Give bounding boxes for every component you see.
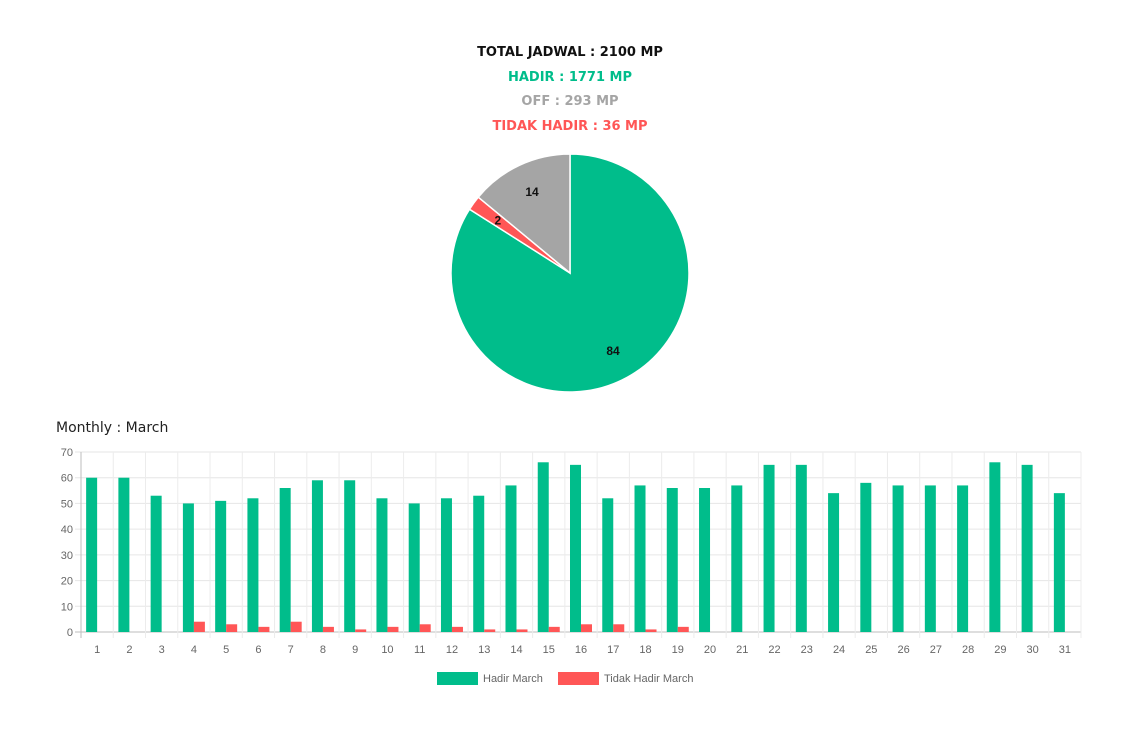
y-tick-label: 50	[61, 498, 73, 510]
bar-hadir-20[interactable]	[699, 488, 711, 632]
bar-hadir-15[interactable]	[537, 462, 549, 632]
bar-tidak-hadir-11[interactable]	[419, 624, 431, 632]
x-tick-label: 24	[833, 644, 845, 656]
bar-hadir-24[interactable]	[828, 493, 840, 632]
y-tick-label: 20	[61, 576, 73, 588]
x-tick-label: 28	[962, 644, 974, 656]
bar-hadir-4[interactable]	[182, 503, 194, 632]
x-tick-label: 26	[897, 644, 909, 656]
x-tick-label: 27	[930, 644, 942, 656]
present-total-text: HADIR : 1771 MP	[507, 70, 632, 85]
bar-tidak-hadir-15[interactable]	[548, 626, 560, 632]
y-tick-label: 10	[61, 601, 73, 613]
bar-hadir-9[interactable]	[344, 480, 356, 632]
x-tick-label: 20	[704, 644, 716, 656]
x-tick-label: 15	[543, 644, 555, 656]
x-tick-label: 8	[320, 644, 326, 656]
bar-tidak-hadir-10[interactable]	[387, 626, 399, 632]
bar-hadir-25[interactable]	[860, 482, 872, 632]
bar-hadir-13[interactable]	[473, 495, 485, 632]
bar-tidak-hadir-19[interactable]	[677, 626, 689, 632]
bar-tidak-hadir-18[interactable]	[645, 629, 657, 632]
x-tick-label: 9	[352, 644, 358, 656]
bar-tidak-hadir-8[interactable]	[322, 626, 334, 632]
bar-tidak-hadir-14[interactable]	[516, 629, 528, 632]
legend-swatch-tidak-hadir[interactable]	[558, 672, 599, 685]
bar-hadir-11[interactable]	[408, 503, 420, 632]
x-tick-label: 10	[381, 644, 393, 656]
bar-tidak-hadir-7[interactable]	[290, 621, 302, 632]
x-tick-label: 5	[223, 644, 229, 656]
total-schedule-text: TOTAL JADWAL : 2100 MP	[477, 45, 663, 60]
x-tick-label: 7	[288, 644, 294, 656]
bar-tidak-hadir-16[interactable]	[581, 624, 592, 632]
bar-hadir-6[interactable]	[247, 498, 259, 632]
x-tick-label: 29	[994, 644, 1006, 656]
bar-hadir-5[interactable]	[215, 500, 227, 632]
x-tick-label: 14	[510, 644, 522, 656]
bar-hadir-12[interactable]	[440, 498, 452, 632]
y-tick-label: 70	[61, 447, 73, 459]
bar-hadir-17[interactable]	[602, 498, 614, 632]
bar-hadir-31[interactable]	[1053, 493, 1065, 632]
x-tick-label: 18	[639, 644, 651, 656]
bar-tidak-hadir-4[interactable]	[193, 621, 205, 632]
x-tick-label: 23	[801, 644, 813, 656]
bar-hadir-19[interactable]	[666, 488, 678, 632]
bar-hadir-7[interactable]	[279, 488, 291, 632]
bar-hadir-2[interactable]	[118, 477, 130, 632]
x-tick-label: 3	[159, 644, 165, 656]
bar-hadir-27[interactable]	[924, 485, 936, 632]
bar-hadir-22[interactable]	[763, 464, 775, 632]
y-tick-label: 30	[61, 550, 73, 562]
bar-hadir-10[interactable]	[376, 498, 388, 632]
bar-hadir-8[interactable]	[311, 480, 323, 632]
x-tick-label: 25	[865, 644, 877, 656]
bar-hadir-30[interactable]	[1021, 464, 1033, 632]
legend-label-tidak-hadir[interactable]: Tidak Hadir March	[604, 673, 693, 685]
bar-hadir-26[interactable]	[892, 485, 904, 632]
bar-hadir-18[interactable]	[634, 485, 646, 632]
bar-tidak-hadir-5[interactable]	[226, 624, 238, 632]
y-tick-label: 60	[61, 473, 73, 485]
absent-total-text: TIDAK HADIR : 36 MP	[492, 119, 648, 134]
x-tick-label: 4	[191, 644, 197, 656]
bar-hadir-1[interactable]	[86, 477, 98, 632]
x-tick-label: 22	[768, 644, 780, 656]
monthly-chart-title: Monthly : March	[56, 420, 169, 436]
x-tick-label: 2	[126, 644, 132, 656]
bar-hadir-16[interactable]	[570, 464, 581, 632]
x-tick-label: 30	[1026, 644, 1038, 656]
legend-swatch-hadir[interactable]	[437, 672, 478, 685]
x-tick-label: 17	[607, 644, 619, 656]
bar-hadir-21[interactable]	[731, 485, 743, 632]
x-tick-label: 11	[414, 644, 425, 656]
x-tick-label: 19	[672, 644, 684, 656]
legend-label-hadir[interactable]: Hadir March	[483, 673, 543, 685]
x-tick-label: 16	[575, 644, 587, 656]
bar-tidak-hadir-9[interactable]	[355, 629, 367, 632]
bar-hadir-14[interactable]	[505, 485, 517, 632]
bar-chart-legend: Hadir March Tidak Hadir March	[437, 672, 693, 685]
x-tick-label: 12	[446, 644, 458, 656]
bar-hadir-29[interactable]	[989, 462, 1001, 632]
bar-tidak-hadir-6[interactable]	[258, 626, 270, 632]
bar-tidak-hadir-13[interactable]	[484, 629, 496, 632]
x-tick-label: 21	[736, 644, 748, 656]
bar-hadir-3[interactable]	[150, 495, 162, 632]
off-total-text: OFF : 293 MP	[521, 94, 619, 109]
bar-hadir-28[interactable]	[957, 485, 969, 632]
x-tick-label: 13	[478, 644, 490, 656]
x-tick-label: 1	[94, 644, 100, 656]
y-tick-label: 40	[61, 524, 73, 536]
bar-hadir-23[interactable]	[795, 464, 807, 632]
x-tick-label: 31	[1059, 644, 1071, 656]
bar-tidak-hadir-17[interactable]	[613, 624, 625, 632]
x-tick-label: 6	[255, 644, 261, 656]
bar-tidak-hadir-12[interactable]	[451, 626, 463, 632]
y-tick-label: 0	[67, 627, 73, 639]
